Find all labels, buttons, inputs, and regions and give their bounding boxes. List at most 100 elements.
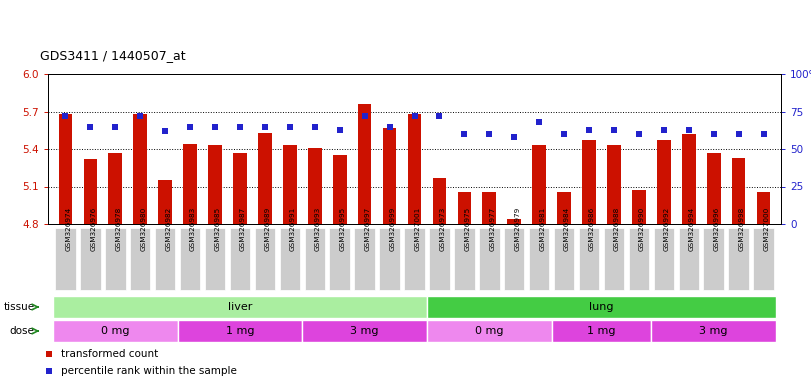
Bar [532, 145, 546, 224]
FancyBboxPatch shape [80, 228, 101, 290]
Text: GSM326989: GSM326989 [265, 207, 271, 251]
FancyBboxPatch shape [180, 228, 200, 290]
Text: GSM326974: GSM326974 [66, 207, 71, 251]
Text: 1 mg: 1 mg [587, 326, 616, 336]
Point [259, 123, 272, 129]
FancyBboxPatch shape [53, 320, 178, 342]
Text: GSM326998: GSM326998 [739, 207, 744, 251]
FancyBboxPatch shape [429, 228, 449, 290]
Text: GSM326995: GSM326995 [340, 207, 345, 251]
Point [234, 123, 247, 129]
FancyBboxPatch shape [427, 320, 551, 342]
Text: GSM326975: GSM326975 [465, 207, 470, 251]
Point [607, 126, 620, 132]
Point [59, 113, 72, 119]
Text: GSM327001: GSM327001 [414, 207, 420, 251]
FancyBboxPatch shape [504, 228, 525, 290]
Text: GSM326981: GSM326981 [539, 207, 545, 251]
Point [483, 131, 496, 137]
FancyBboxPatch shape [130, 228, 151, 290]
Point [582, 126, 595, 132]
Bar [757, 192, 770, 224]
FancyBboxPatch shape [178, 320, 303, 342]
Bar [208, 145, 222, 224]
Text: GSM326976: GSM326976 [90, 207, 97, 251]
Text: transformed count: transformed count [61, 349, 158, 359]
Text: GSM326985: GSM326985 [215, 207, 221, 251]
Bar [283, 145, 297, 224]
Point [134, 113, 147, 119]
Text: GSM326997: GSM326997 [365, 207, 371, 251]
Point [408, 113, 421, 119]
Text: GSM326991: GSM326991 [290, 207, 296, 251]
Text: 1 mg: 1 mg [225, 326, 254, 336]
FancyBboxPatch shape [305, 228, 325, 290]
Text: liver: liver [228, 302, 252, 312]
Point [183, 123, 196, 129]
Point [558, 131, 571, 137]
Bar [432, 178, 446, 224]
Point [533, 119, 546, 125]
Bar [607, 145, 620, 224]
FancyBboxPatch shape [554, 228, 574, 290]
Text: 3 mg: 3 mg [350, 326, 379, 336]
Bar [333, 155, 346, 224]
FancyBboxPatch shape [703, 228, 724, 290]
Text: GSM326977: GSM326977 [489, 207, 496, 251]
Point [633, 131, 646, 137]
FancyBboxPatch shape [205, 228, 225, 290]
Bar [732, 158, 745, 224]
Point [757, 131, 770, 137]
Text: GSM326986: GSM326986 [589, 207, 595, 251]
FancyBboxPatch shape [55, 228, 75, 290]
Text: 0 mg: 0 mg [101, 326, 130, 336]
Text: GDS3411 / 1440507_at: GDS3411 / 1440507_at [40, 50, 186, 63]
Text: 0 mg: 0 mg [475, 326, 504, 336]
FancyBboxPatch shape [679, 228, 699, 290]
Point [358, 113, 371, 119]
FancyBboxPatch shape [354, 228, 375, 290]
Point [84, 123, 97, 129]
Bar [408, 114, 422, 224]
FancyBboxPatch shape [105, 228, 126, 290]
Text: GSM326996: GSM326996 [714, 207, 719, 251]
Point [658, 126, 671, 132]
FancyBboxPatch shape [329, 228, 350, 290]
Bar [483, 192, 496, 224]
Bar [557, 192, 571, 224]
Text: GSM326982: GSM326982 [165, 207, 171, 251]
Text: GSM326999: GSM326999 [389, 207, 396, 251]
Text: GSM326984: GSM326984 [564, 207, 570, 251]
Text: GSM326988: GSM326988 [614, 207, 620, 251]
FancyBboxPatch shape [454, 228, 474, 290]
FancyBboxPatch shape [551, 320, 651, 342]
Bar [682, 134, 696, 224]
Point [433, 113, 446, 119]
Text: tissue: tissue [3, 302, 35, 312]
Bar [308, 148, 322, 224]
Bar [233, 153, 247, 224]
Point [333, 126, 346, 132]
Bar [582, 140, 596, 224]
FancyBboxPatch shape [230, 228, 251, 290]
Bar [632, 190, 646, 224]
FancyBboxPatch shape [427, 296, 776, 318]
FancyBboxPatch shape [280, 228, 300, 290]
Bar [133, 114, 147, 224]
Bar [183, 144, 197, 224]
Point [109, 123, 122, 129]
FancyBboxPatch shape [155, 228, 175, 290]
Text: GSM326980: GSM326980 [140, 207, 146, 251]
Bar [383, 128, 397, 224]
Text: GSM326979: GSM326979 [514, 207, 520, 251]
Text: percentile rank within the sample: percentile rank within the sample [61, 366, 237, 376]
FancyBboxPatch shape [629, 228, 649, 290]
FancyBboxPatch shape [603, 228, 624, 290]
Point [383, 123, 396, 129]
Point [308, 123, 321, 129]
Text: GSM326973: GSM326973 [440, 207, 445, 251]
FancyBboxPatch shape [53, 296, 427, 318]
FancyBboxPatch shape [303, 320, 427, 342]
Text: GSM326994: GSM326994 [689, 207, 695, 251]
Point [42, 368, 55, 374]
